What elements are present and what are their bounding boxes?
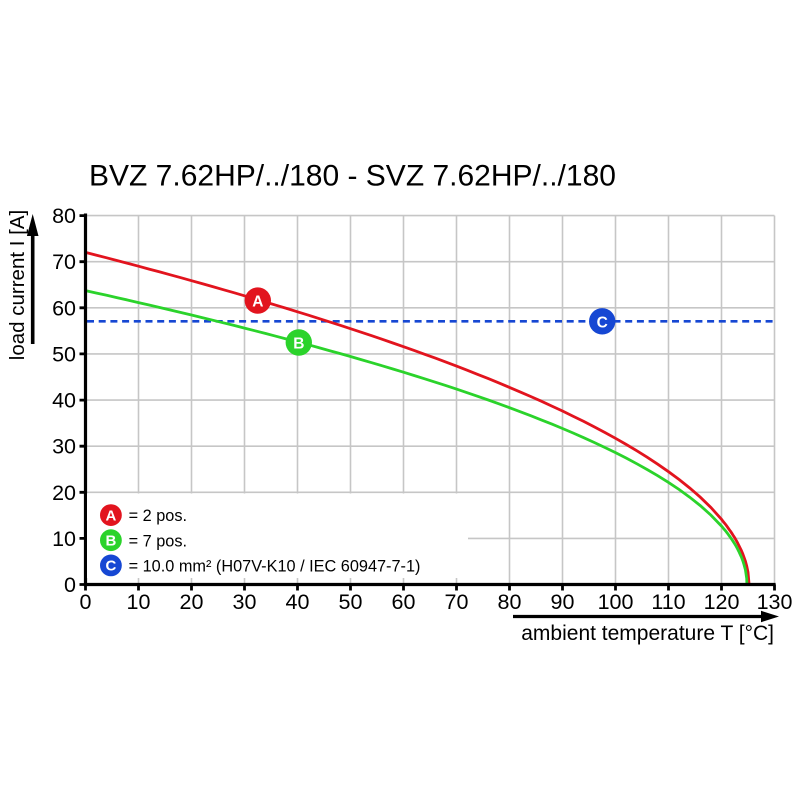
svg-text:70: 70 [445, 590, 469, 614]
svg-text:90: 90 [551, 590, 575, 614]
svg-text:= 10.0 mm² (H07V-K10 / IEC 609: = 10.0 mm² (H07V-K10 / IEC 60947-7-1) [129, 558, 421, 576]
svg-text:C: C [105, 558, 116, 575]
svg-text:A: A [105, 507, 116, 524]
svg-text:60: 60 [392, 590, 416, 614]
svg-text:60: 60 [52, 296, 76, 320]
svg-text:40: 40 [52, 389, 76, 413]
svg-text:load current I [A]: load current I [A] [6, 210, 29, 360]
svg-text:20: 20 [52, 481, 76, 505]
svg-text:ambient temperature T [°C]: ambient temperature T [°C] [521, 622, 774, 645]
svg-text:50: 50 [52, 342, 76, 366]
svg-text:130: 130 [757, 590, 793, 614]
svg-text:= 2 pos.: = 2 pos. [129, 507, 187, 525]
svg-text:30: 30 [233, 590, 257, 614]
svg-text:A: A [252, 294, 263, 311]
svg-text:100: 100 [598, 590, 634, 614]
svg-text:80: 80 [498, 590, 522, 614]
svg-text:10: 10 [127, 590, 151, 614]
svg-text:= 7 pos.: = 7 pos. [129, 532, 187, 550]
svg-text:20: 20 [180, 590, 204, 614]
svg-text:110: 110 [651, 590, 685, 614]
svg-text:30: 30 [52, 435, 76, 459]
svg-text:40: 40 [286, 590, 310, 614]
svg-text:70: 70 [52, 250, 76, 274]
svg-text:50: 50 [339, 590, 363, 614]
svg-text:C: C [597, 314, 608, 331]
svg-text:B: B [105, 533, 116, 550]
svg-text:BVZ 7.62HP/../180 - SVZ 7.62HP: BVZ 7.62HP/../180 - SVZ 7.62HP/../180 [89, 160, 616, 193]
svg-text:80: 80 [52, 204, 76, 228]
svg-text:0: 0 [80, 590, 92, 614]
svg-text:10: 10 [52, 527, 76, 551]
svg-text:0: 0 [64, 573, 76, 597]
svg-text:B: B [293, 336, 304, 353]
svg-text:120: 120 [704, 590, 740, 614]
